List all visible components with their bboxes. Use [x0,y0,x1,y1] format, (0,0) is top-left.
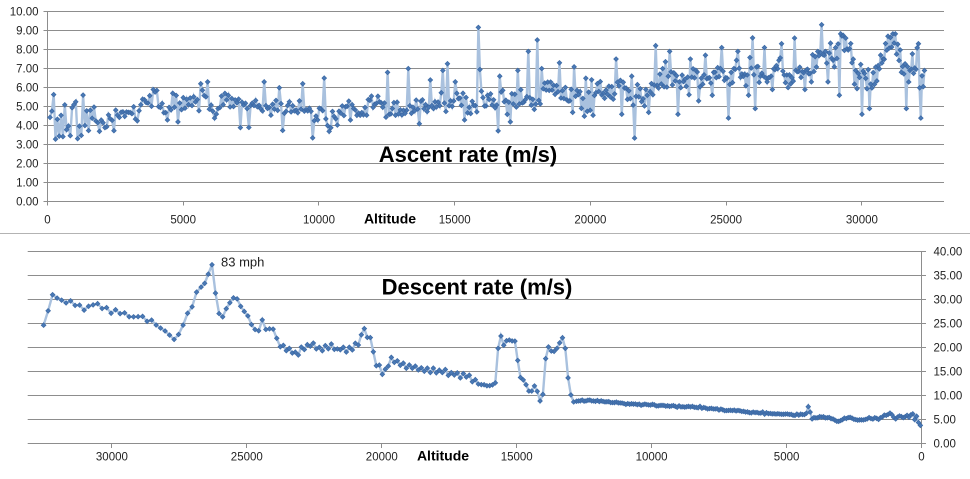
svg-text:9.00: 9.00 [16,26,38,38]
svg-text:6.00: 6.00 [16,83,38,95]
svg-text:0: 0 [918,452,924,464]
svg-text:20000: 20000 [366,452,398,464]
svg-text:15000: 15000 [501,452,533,464]
svg-text:5.00: 5.00 [934,415,956,427]
svg-text:30000: 30000 [846,215,878,227]
svg-text:15.00: 15.00 [934,367,963,379]
svg-text:20000: 20000 [574,215,606,227]
svg-text:Altitude: Altitude [364,211,416,227]
svg-text:30000: 30000 [96,452,128,464]
svg-text:10000: 10000 [636,452,668,464]
svg-text:5000: 5000 [774,452,800,464]
svg-text:Descent rate (m/s): Descent rate (m/s) [382,275,573,300]
svg-text:25.00: 25.00 [934,319,963,331]
svg-text:10000: 10000 [303,215,335,227]
svg-text:25000: 25000 [710,215,742,227]
svg-text:40.00: 40.00 [934,247,963,259]
svg-text:25000: 25000 [231,452,263,464]
svg-text:10.00: 10.00 [934,391,963,403]
svg-text:Altitude: Altitude [417,448,469,464]
svg-text:10.00: 10.00 [10,7,39,19]
svg-text:2.00: 2.00 [16,159,38,171]
svg-text:Ascent rate (m/s): Ascent rate (m/s) [379,142,558,167]
svg-text:1.00: 1.00 [16,178,38,190]
svg-text:20.00: 20.00 [934,343,963,355]
svg-text:8.00: 8.00 [16,45,38,57]
svg-text:35.00: 35.00 [934,271,963,283]
svg-text:0: 0 [44,215,50,227]
svg-text:15000: 15000 [439,215,471,227]
svg-text:0.00: 0.00 [16,197,38,209]
svg-text:83 mph: 83 mph [221,255,264,270]
svg-text:3.00: 3.00 [16,140,38,152]
svg-text:5000: 5000 [170,215,196,227]
svg-text:30.00: 30.00 [934,295,963,307]
svg-text:4.00: 4.00 [16,121,38,133]
svg-text:7.00: 7.00 [16,64,38,76]
svg-text:0.00: 0.00 [934,439,956,451]
svg-text:5.00: 5.00 [16,102,38,114]
